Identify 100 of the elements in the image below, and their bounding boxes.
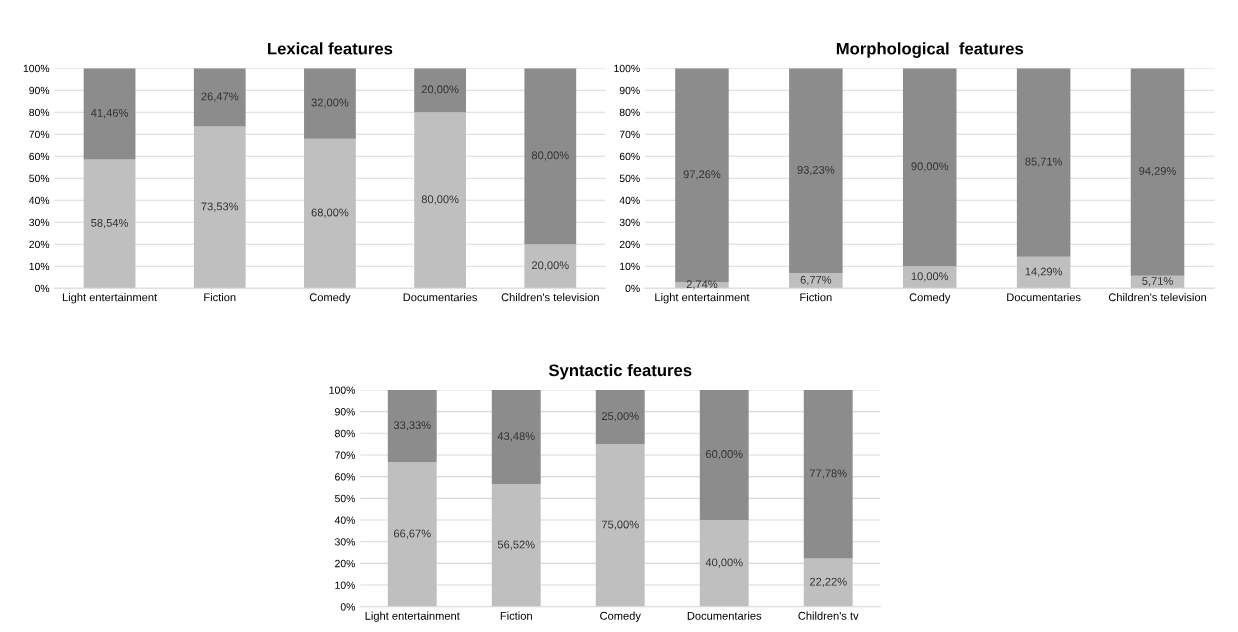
chart-title: Lexical features [268,42,393,55]
bar [83,159,136,289]
x-tick-label: Children's television [501,293,599,302]
data-label: 77,78% [809,469,847,479]
bar [789,68,843,274]
bar [491,389,541,485]
bar [304,138,356,289]
y-tick-label: 0% [340,603,356,611]
data-label: 58,54% [91,218,129,229]
bar [491,484,541,607]
y-tick-label: 40% [619,196,640,205]
bar [387,389,437,463]
data-label: 90,00% [911,162,949,172]
x-tick-label: Children's television [1108,293,1207,302]
data-label: 97,26% [683,170,721,180]
bar [902,266,957,289]
x-tick-label: Fiction [800,293,832,302]
data-label: 5,71% [1142,277,1173,287]
data-label: 73,53% [201,202,239,212]
y-tick-label: 80% [29,108,50,117]
y-tick-label: 50% [619,174,640,183]
chart-title: Syntactic features [548,363,692,380]
bar [803,558,853,607]
y-tick-label: 20% [619,240,640,249]
data-label: 41,46% [90,108,129,119]
x-tick-label: Fiction [500,611,532,620]
x-tick-label: Light entertainment [62,293,158,304]
data-label: 6,77% [800,275,832,286]
x-tick-label: Documentaries [1007,293,1081,302]
x-tick-label: Light entertainment [365,611,460,622]
y-tick-label: 90% [335,408,356,416]
y-tick-label: 60% [619,152,640,161]
x-tick-label: Comedy [309,293,351,304]
bar [902,68,957,267]
bar [524,68,577,245]
x-tick-label: Documentaries [687,611,762,620]
data-label: 66,67% [393,529,431,539]
bar [304,68,356,139]
x-tick-label: Fiction [204,293,236,302]
data-label: 94,29% [1139,167,1176,177]
bar [83,68,136,160]
bar [699,389,749,521]
data-label: 85,71% [1025,157,1063,167]
bar [414,112,466,289]
y-tick-label: 70% [619,130,640,139]
data-label: 10,00% [911,272,949,282]
y-tick-label: 100% [23,64,50,73]
y-tick-label: 30% [619,218,640,227]
y-tick-label: 90% [619,86,640,95]
y-tick-label: 50% [334,494,356,503]
data-label: 33,33% [393,421,431,431]
y-tick-label: 30% [334,538,356,546]
data-label: 20,00% [532,261,569,271]
y-tick-label: 100% [329,386,356,394]
y-tick-label: 0% [34,284,50,293]
data-label: 60,00% [705,450,743,460]
data-label: 25,00% [601,412,639,422]
chart-title: Morphological features [836,42,1024,58]
data-label: 80,00% [531,151,569,161]
y-tick-label: 70% [335,451,356,459]
y-tick-label: 0% [625,284,640,293]
bar [387,462,437,607]
bar [1130,68,1185,276]
data-label: 40,00% [705,558,743,568]
data-label: 80,00% [421,195,459,205]
x-tick-label: Light entertainment [655,293,750,304]
data-label: 93,23% [797,165,835,176]
x-tick-label: Children's tv [798,611,859,620]
x-tick-label: Documentaries [403,293,478,302]
bar [789,273,843,289]
bar [595,389,645,445]
y-tick-label: 20% [29,240,50,249]
bar [193,126,246,289]
y-tick-label: 10% [29,262,50,271]
y-tick-label: 20% [335,559,356,568]
bar [699,520,749,607]
data-label: 56,52% [497,540,535,550]
y-tick-label: 90% [29,86,50,95]
y-tick-label: 60% [335,473,356,481]
bar [595,444,645,607]
bar [524,244,577,289]
data-label: 43,48% [497,432,535,442]
data-label: 22,22% [809,577,847,587]
data-label: 68,00% [311,208,349,218]
y-tick-label: 80% [619,108,640,117]
bar [1016,68,1071,257]
y-tick-label: 30% [29,218,50,227]
data-label: 75,00% [601,520,639,530]
y-tick-label: 60% [29,152,50,161]
bar [414,68,466,113]
data-label: 14,29% [1025,267,1063,277]
y-tick-label: 50% [29,174,50,183]
x-tick-label: Comedy [600,611,641,622]
y-tick-label: 40% [29,196,50,205]
bar [193,68,246,127]
y-tick-label: 10% [620,262,640,271]
bar [1016,256,1071,289]
bar [803,389,853,559]
y-tick-label: 100% [614,64,640,73]
y-tick-label: 80% [335,429,356,438]
